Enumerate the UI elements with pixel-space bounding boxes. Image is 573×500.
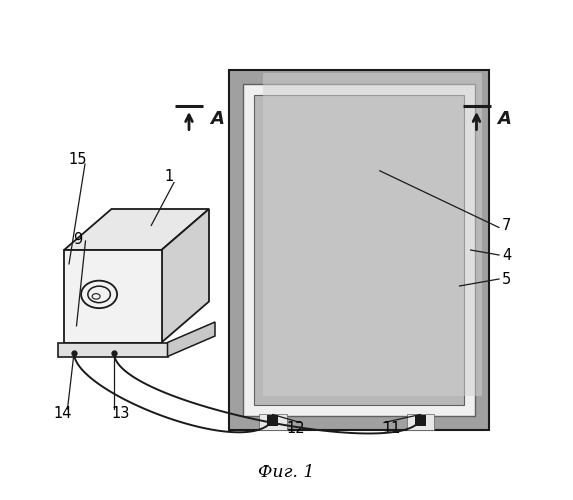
Bar	[406, 414, 434, 430]
Text: Фиг. 1: Фиг. 1	[258, 464, 315, 481]
Text: 9: 9	[73, 232, 82, 246]
Text: 13: 13	[111, 406, 129, 421]
Polygon shape	[64, 250, 162, 342]
Ellipse shape	[81, 280, 117, 308]
Text: A: A	[497, 110, 511, 128]
Polygon shape	[64, 209, 209, 250]
Bar	[267, 414, 278, 426]
Text: 4: 4	[502, 248, 511, 262]
Bar	[415, 414, 426, 426]
Ellipse shape	[88, 286, 111, 302]
Text: 14: 14	[53, 406, 72, 421]
Bar	[259, 414, 286, 430]
Polygon shape	[162, 209, 209, 342]
Bar	[263, 74, 482, 396]
Text: 7: 7	[502, 218, 511, 234]
Bar	[229, 70, 489, 430]
Text: 15: 15	[69, 152, 87, 166]
Bar	[254, 95, 464, 405]
Text: 5: 5	[502, 272, 511, 287]
Text: 1: 1	[164, 169, 174, 184]
Polygon shape	[167, 322, 215, 356]
Ellipse shape	[92, 294, 100, 299]
Bar	[58, 342, 167, 356]
Bar	[243, 84, 475, 416]
Text: 11: 11	[382, 421, 401, 436]
Text: 12: 12	[286, 421, 305, 436]
Text: A: A	[210, 110, 224, 128]
